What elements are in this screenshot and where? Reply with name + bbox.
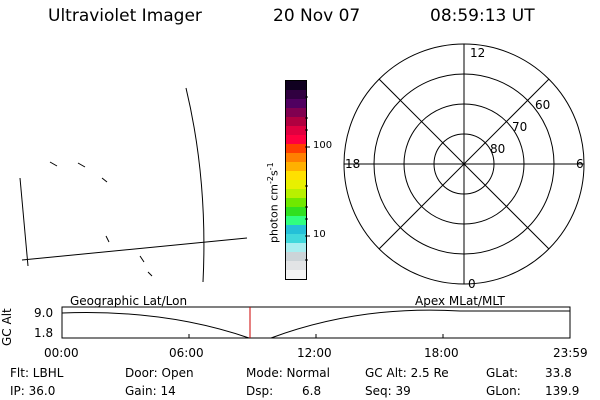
gc-alt-info: GC Alt: 2.5 Re [365, 366, 449, 380]
time-label: 08:59:13 UT [430, 6, 535, 26]
geo-meridian-line [185, 87, 205, 283]
time-tick-1200: 12:00 [297, 346, 332, 360]
gc-alt-y-bottom: 1.8 [34, 326, 54, 340]
colorbar-segment [286, 162, 306, 171]
mlt-label-18: 18 [345, 157, 361, 171]
time-tick-0600: 06:00 [169, 346, 204, 360]
glat-value: 33.8 [545, 366, 572, 380]
colorbar-segment [286, 234, 306, 243]
mlt-label-12: 12 [470, 46, 486, 60]
apex-coord-label: Apex MLat/MLT [415, 294, 505, 308]
lat-label-70: 70 [512, 120, 528, 134]
colorbar-segment [286, 135, 306, 144]
colorbar-segment [286, 243, 306, 252]
glat-label: GLat: [486, 366, 519, 380]
colorbar-segment [286, 117, 306, 126]
colorbar-segment [286, 207, 306, 216]
geo-grid-tick [147, 271, 153, 277]
color-scale-bar [285, 80, 307, 280]
geo-grid-tick [77, 162, 86, 168]
geo-latitude-line [21, 237, 248, 261]
time-tick-0000: 00:00 [44, 346, 79, 360]
geo-left-meridian-line [19, 177, 29, 267]
timeline-frame [61, 306, 571, 339]
colorbar-segment [286, 216, 306, 225]
dsp-label: Dsp: [246, 384, 274, 398]
colorbar-segment [286, 99, 306, 108]
colorbar-segment [286, 198, 306, 207]
filter-info: Flt: LBHL [10, 366, 64, 380]
gain-info: Gain: 14 [125, 384, 176, 398]
door-info: Door: Open [125, 366, 194, 380]
date-label: 20 Nov 07 [273, 6, 361, 26]
colorbar-segment [286, 180, 306, 189]
glon-value: 139.9 [545, 384, 580, 398]
colorbar-segment [286, 189, 306, 198]
seq-info: Seq: 39 [365, 384, 411, 398]
geo-grid-tick [139, 255, 145, 263]
glon-label: GLon: [486, 384, 521, 398]
colorbar-segment [286, 126, 306, 135]
mlt-label-6: 6 [576, 157, 584, 171]
ip-info: IP: 36.0 [10, 384, 56, 398]
lat-label-80: 80 [490, 142, 506, 156]
colorbar-segment [286, 90, 306, 99]
gc-alt-y-top: 9.0 [34, 306, 54, 320]
polar-diagonal [378, 78, 550, 250]
time-tick-2359: 23:59 [553, 346, 588, 360]
geo-coord-label: Geographic Lat/Lon [70, 294, 188, 308]
gc-alt-curve [61, 309, 570, 339]
colorbar-segment [286, 171, 306, 180]
colorbar-segment [286, 153, 306, 162]
time-tick-1800: 18:00 [424, 346, 459, 360]
colorbar-segment [286, 81, 306, 90]
geo-grid-tick [49, 161, 58, 167]
colorbar-tick-10: 10 [313, 229, 326, 240]
instrument-title: Ultraviolet Imager [48, 6, 202, 26]
geo-grid-tick [105, 235, 110, 243]
dsp-value: 6.8 [302, 384, 322, 398]
colorbar-segment [286, 261, 306, 270]
colorbar-segment [286, 252, 306, 261]
colorbar-segment [286, 270, 306, 279]
mlt-label-0: 0 [468, 277, 476, 291]
colorbar-tick-100: 100 [313, 140, 333, 151]
colorbar-segment [286, 108, 306, 117]
colorbar-segment [286, 144, 306, 153]
mode-info: Mode: Normal [246, 366, 330, 380]
lat-label-60: 60 [535, 98, 551, 112]
colorbar-segment [286, 225, 306, 234]
geo-grid-tick [101, 177, 108, 183]
